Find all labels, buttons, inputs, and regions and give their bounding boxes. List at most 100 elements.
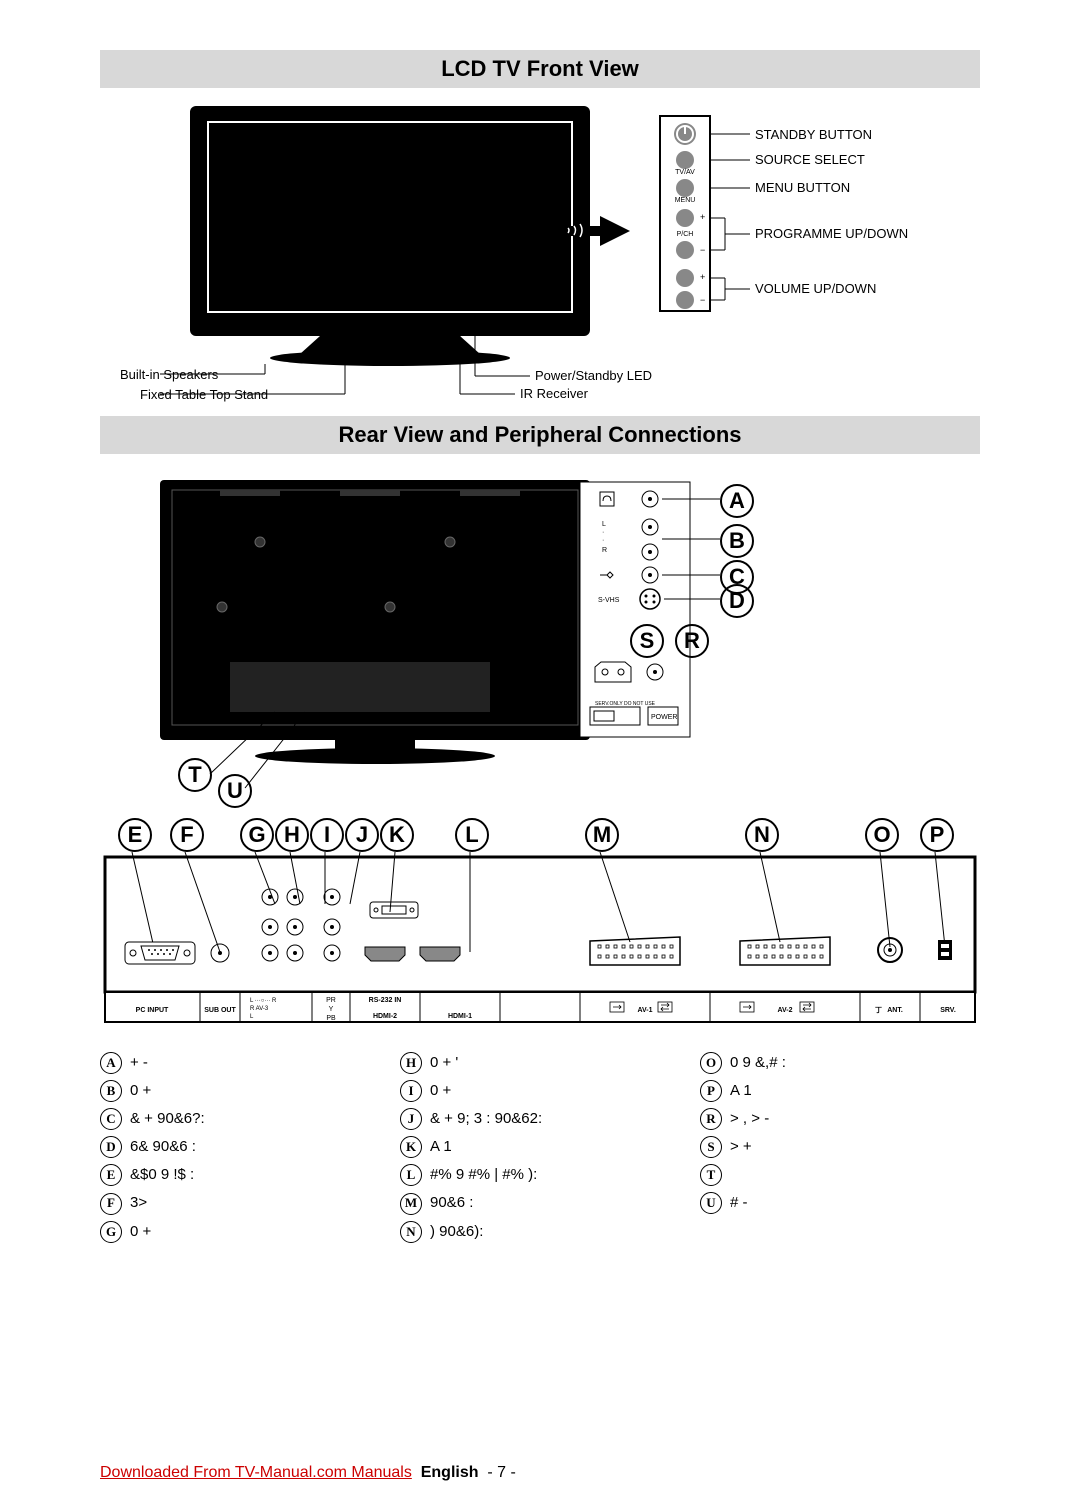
callout-I: I [310, 818, 344, 852]
svg-text:AV-1: AV-1 [637, 1007, 652, 1014]
legend-text: 0 + [430, 1080, 451, 1101]
speakers-label: Built-in Speakers [120, 367, 219, 382]
callout-G: G [240, 818, 274, 852]
legend-letter: E [100, 1164, 122, 1186]
legend-col-2: H0 + 'I 0 +J & + 9; 3 : 90&62:K A 1L#% 9… [400, 1052, 680, 1249]
page-footer: Downloaded From TV-Manual.com Manuals En… [100, 1464, 980, 1482]
callout-O: O [865, 818, 899, 852]
svg-text:L: L [602, 521, 606, 528]
svg-text:SUB OUT: SUB OUT [204, 1007, 236, 1014]
legend-col-3: O0 9 &,# :P A 1R > , > -S > +TU # - [700, 1052, 980, 1249]
legend-letter: F [100, 1193, 122, 1215]
legend-item: S > + [700, 1136, 980, 1158]
rear-view-diagram: L · · R S-VHS SERV.ONLY DO NOT USE POWER [100, 462, 980, 812]
legend-text: 0 + [130, 1080, 151, 1101]
callout-B: B [720, 524, 754, 558]
legend-item: E &$0 9 !$ : [100, 1164, 380, 1186]
callout-L: L [455, 818, 489, 852]
svg-text:RS-232 IN: RS-232 IN [369, 997, 402, 1004]
svg-text:S-VHS: S-VHS [598, 597, 620, 604]
callout-N: N [745, 818, 779, 852]
legend-letter: P [700, 1080, 722, 1102]
powerled-label: Power/Standby LED [535, 368, 652, 383]
legend-text: > , > - [730, 1108, 769, 1129]
stand-label: Fixed Table Top Stand [140, 387, 268, 402]
svg-text:POWER: POWER [651, 714, 677, 721]
legend-letter: U [700, 1192, 722, 1214]
menu-label: MENU BUTTON [755, 180, 850, 195]
legend-text: A 1 [730, 1080, 752, 1101]
legend-letter: L [400, 1164, 422, 1186]
standby-label: STANDBY BUTTON [755, 127, 872, 142]
legend-text: &$0 9 !$ : [130, 1164, 194, 1185]
legend-letter: J [400, 1108, 422, 1130]
svg-text:SRV.: SRV. [940, 1007, 956, 1014]
svg-text:P/CH: P/CH [677, 231, 694, 238]
volume-label: VOLUME UP/DOWN [755, 281, 876, 296]
svg-text:R: R [602, 547, 607, 554]
legend-letter: S [700, 1136, 722, 1158]
legend-item: R > , > - [700, 1108, 980, 1130]
legend-text: 0 + [130, 1221, 151, 1242]
svg-text:HDMI-2: HDMI-2 [373, 1013, 397, 1020]
svg-text:PB: PB [326, 1015, 336, 1022]
svg-text:MENU: MENU [675, 197, 696, 204]
callout-R: R [675, 624, 709, 658]
footer-lang: English [421, 1464, 479, 1481]
footer-page: - 7 - [487, 1464, 515, 1481]
legend-letter: B [100, 1080, 122, 1102]
legend-item: M 90&6 : [400, 1192, 680, 1214]
svg-text:+: + [700, 272, 705, 282]
callout-K: K [380, 818, 414, 852]
legend-item: D 6& 90&6 : [100, 1136, 380, 1158]
legend-item: P A 1 [700, 1080, 980, 1102]
svg-text:AV-2: AV-2 [777, 1007, 792, 1014]
ports-panel: PC INPUT SUB OUT L ···○··· R R AV-3 L PR… [100, 822, 980, 1032]
legend-item: O0 9 &,# : [700, 1052, 980, 1074]
legend-item: C& + 90&6?: [100, 1108, 380, 1130]
legend-item: F 3> [100, 1192, 380, 1214]
legend-item: J & + 9; 3 : 90&62: [400, 1108, 680, 1130]
legend-item: I 0 + [400, 1080, 680, 1102]
svg-text:TV/AV: TV/AV [675, 169, 695, 176]
footer-link[interactable]: Downloaded From TV-Manual.com Manuals [100, 1464, 412, 1481]
legend-text: & + 9; 3 : 90&62: [430, 1108, 542, 1129]
svg-text:HDMI-1: HDMI-1 [448, 1013, 472, 1020]
svg-text:R AV-3: R AV-3 [250, 1006, 269, 1012]
callout-D: D [720, 584, 754, 618]
svg-text:·: · [602, 529, 604, 536]
legend-text: 6& 90&6 : [130, 1136, 196, 1157]
legend-text: + - [130, 1052, 148, 1073]
legend-item: A+ - [100, 1052, 380, 1074]
legend-letter: M [400, 1193, 422, 1215]
svg-text:PC INPUT: PC INPUT [136, 1007, 169, 1014]
legend-letter: T [700, 1164, 722, 1186]
legend-text: #% 9 #% | #% ): [430, 1164, 537, 1185]
legend-letter: N [400, 1221, 422, 1243]
legend-letter: O [700, 1052, 722, 1074]
svg-text:SERV.ONLY DO NOT USE: SERV.ONLY DO NOT USE [595, 701, 656, 707]
svg-text:·: · [602, 537, 604, 544]
legend-letter: H [400, 1052, 422, 1074]
legend-item: G 0 + [100, 1221, 380, 1243]
svg-text:PR: PR [326, 997, 336, 1004]
programme-label: PROGRAMME UP/DOWN [755, 226, 908, 241]
svg-text:L ···○··· R: L ···○··· R [250, 998, 277, 1004]
legend-text: & + 90&6?: [130, 1108, 205, 1129]
brand-label: HITACHI [376, 323, 404, 330]
legend-text: > + [730, 1136, 752, 1157]
legend-item: N ) 90&6): [400, 1221, 680, 1243]
legend-text: 0 + ' [430, 1052, 458, 1073]
legend-letter: D [100, 1136, 122, 1158]
legend-text: 3> [130, 1192, 147, 1213]
callout-H: H [275, 818, 309, 852]
legend-text: ) 90&6): [430, 1221, 483, 1242]
svg-text:丁: 丁 [875, 1006, 882, 1014]
callout-S: S [630, 624, 664, 658]
callout-E: E [118, 818, 152, 852]
legend-table: A+ - B 0 + C& + 90&6?: D 6& 90&6 : E &$0 9 !$ :… [100, 1052, 980, 1249]
legend-item: H 0 + ' [400, 1052, 680, 1074]
legend-letter: G [100, 1221, 122, 1243]
callout-U: U [218, 774, 252, 808]
svg-text:ANT.: ANT. [887, 1007, 903, 1014]
